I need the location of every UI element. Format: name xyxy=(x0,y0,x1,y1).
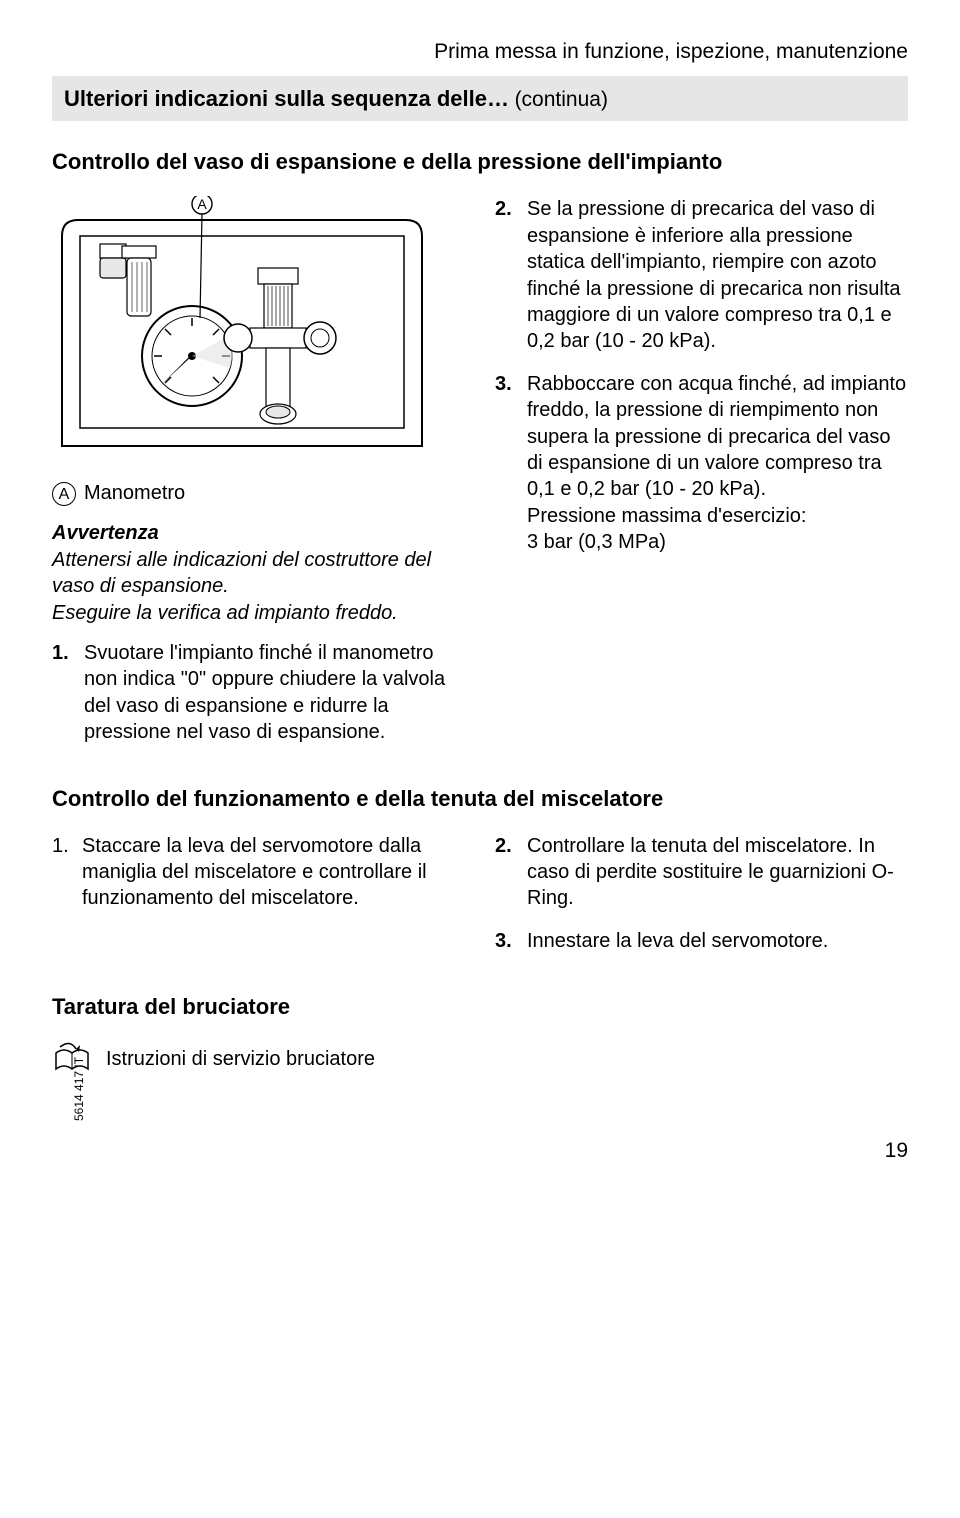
section-heading-bar: Ulteriori indicazioni sulla sequenza del… xyxy=(52,76,908,122)
list-item: 2. Controllare la tenuta del miscelatore… xyxy=(495,833,908,912)
list-item: 3. Innestare la leva del servomotore. xyxy=(495,928,908,954)
page-number: 19 xyxy=(52,1137,908,1165)
item-number: 2. xyxy=(495,833,519,912)
legend-marker-a: A xyxy=(52,482,76,506)
list-item: 1. Staccare la leva del servomotore dall… xyxy=(52,833,465,912)
diagram-legend: A Manometro xyxy=(52,480,465,507)
document-code: 5614 417 IT xyxy=(72,1057,88,1121)
chapter-header: Prima messa in funzione, ispezione, manu… xyxy=(52,38,908,66)
item-number: 3. xyxy=(495,371,519,556)
advisory-line1: Attenersi alle indicazioni del costrutto… xyxy=(52,547,465,600)
item-number: 1. xyxy=(52,833,74,912)
right-column: 2. Se la pressione di precarica del vaso… xyxy=(495,196,908,761)
list-item: 2. Se la pressione di precarica del vaso… xyxy=(495,196,908,354)
subheading-expansion: Controllo del vaso di espansione e della… xyxy=(52,147,908,176)
item-number: 3. xyxy=(495,928,519,954)
left-column: A A Manometro Avvertenza Attenersi alle … xyxy=(52,196,465,761)
item-text: Innestare la leva del servomotore. xyxy=(527,928,828,954)
item-text: Rabboccare con acqua finché, ad impianto… xyxy=(527,371,908,556)
item-text: Controllare la tenuta del miscelatore. I… xyxy=(527,833,908,912)
list-item: 3. Rabboccare con acqua finché, ad impia… xyxy=(495,371,908,556)
advisory-block: Avvertenza Attenersi alle indicazioni de… xyxy=(52,520,465,626)
subheading-burner: Taratura del bruciatore xyxy=(52,992,908,1021)
item-number: 2. xyxy=(495,196,519,354)
item-text: Svuotare l'impianto finché il manometro … xyxy=(84,640,465,746)
svg-text:A: A xyxy=(197,196,207,212)
section-continued: (continua) xyxy=(515,88,608,111)
list-item: 1. Svuotare l'impianto finché il manomet… xyxy=(52,640,465,746)
item-number: 1. xyxy=(52,640,76,746)
advisory-heading: Avvertenza xyxy=(52,520,465,546)
legend-label: Manometro xyxy=(84,480,185,506)
manometer-diagram: A xyxy=(52,196,432,456)
mixer-left-column: 1. Staccare la leva del servomotore dall… xyxy=(52,833,465,971)
reference-row: Istruzioni di servizio bruciatore xyxy=(52,1041,908,1077)
item-text: Staccare la leva del servomotore dalla m… xyxy=(82,833,465,912)
subheading-mixer: Controllo del funzionamento e della tenu… xyxy=(52,784,908,813)
mixer-right-column: 2. Controllare la tenuta del miscelatore… xyxy=(495,833,908,971)
reference-text: Istruzioni di servizio bruciatore xyxy=(106,1046,375,1072)
item-text: Se la pressione di precarica del vaso di… xyxy=(527,196,908,354)
advisory-line2: Eseguire la verifica ad impianto freddo. xyxy=(52,600,465,626)
section-title: Ulteriori indicazioni sulla sequenza del… xyxy=(64,86,509,111)
